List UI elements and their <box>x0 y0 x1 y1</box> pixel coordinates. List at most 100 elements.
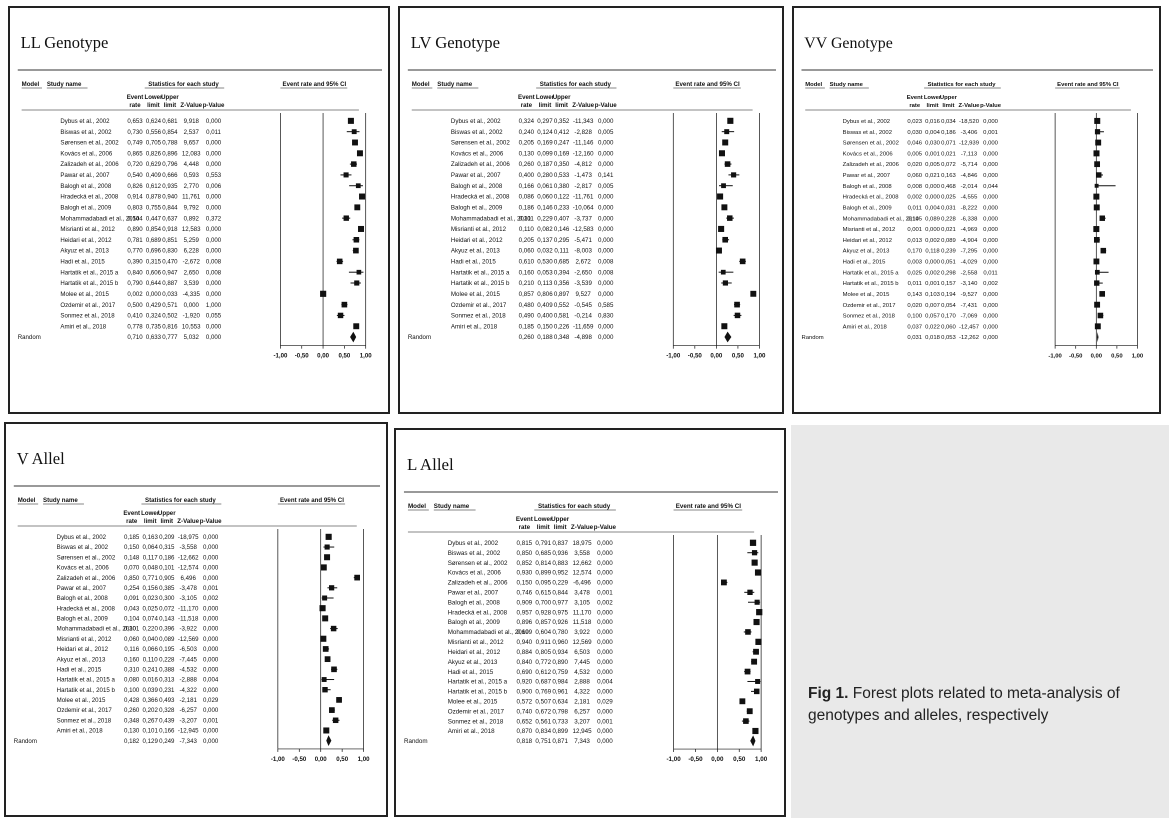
study-value-cell: 0,896 <box>517 619 533 626</box>
point-estimate-3 <box>324 554 331 561</box>
study-value-cell: 11,170 <box>573 609 592 616</box>
study-name-1: Dybus et al., 2002 <box>843 119 890 125</box>
study-value-cell: 0,086 <box>519 194 535 201</box>
study-value-cell: 0,324 <box>146 313 162 320</box>
study-value-cell: 0,553 <box>206 172 222 179</box>
pooled-value-cell: 0,249 <box>159 738 175 745</box>
study-value-cell: 0,016 <box>143 677 159 684</box>
point-estimate-16 <box>722 280 729 286</box>
x-tick-label: -0,50 <box>292 756 307 763</box>
study-value-cell: 0,634 <box>552 698 568 705</box>
point-estimate-6 <box>731 172 737 178</box>
study-value-cell: 0,470 <box>162 259 178 266</box>
study-value-cell: 0,571 <box>162 302 178 309</box>
study-value-cell: -11,343 <box>573 118 594 125</box>
point-estimate-4 <box>1093 150 1100 157</box>
study-value-cell: -2,672 <box>183 259 201 266</box>
header-upper-limit-line-1: Upper <box>940 95 958 101</box>
study-value-cell: -2,817 <box>574 183 592 190</box>
study-value-cell: 0,000 <box>203 575 219 582</box>
study-value-cell: 0,604 <box>535 629 551 636</box>
study-value-cell: -3,539 <box>574 280 592 287</box>
study-value-cell: -5,471 <box>574 237 592 244</box>
point-estimate-12 <box>353 237 360 243</box>
study-value-cell: 0,429 <box>146 302 162 309</box>
header-event-rate-line-1: Event <box>907 95 923 101</box>
study-value-cell: 0,689 <box>146 237 162 244</box>
study-value-cell: 0,163 <box>941 173 956 179</box>
study-value-cell: 12,662 <box>572 560 592 567</box>
study-name-11: Misrianti et al., 2012 <box>60 226 115 233</box>
study-value-cell: 0,000 <box>598 215 614 222</box>
point-estimate-12 <box>753 648 759 655</box>
point-estimate-10 <box>330 625 337 632</box>
study-value-cell: 0,313 <box>159 677 175 684</box>
study-value-cell: -3,478 <box>180 585 198 592</box>
header-study-name: Study name <box>47 81 82 88</box>
study-value-cell: 0,652 <box>517 718 533 725</box>
study-name-11: Misrianti et al., 2012 <box>843 227 896 233</box>
study-value-cell: 0,228 <box>941 216 956 222</box>
study-value-cell: 0,350 <box>554 161 570 168</box>
study-value-cell: 0,070 <box>124 565 140 572</box>
study-value-cell: 0,952 <box>552 570 568 577</box>
study-name-20: Amiri et al., 2018 <box>448 728 495 735</box>
study-value-cell: 0,480 <box>519 302 535 309</box>
study-value-cell: 0,000 <box>983 119 998 125</box>
study-value-cell: 0,000 <box>597 619 613 626</box>
study-name-5: Zalizadeh et al., 2006 <box>843 162 900 168</box>
study-value-cell: 0,000 <box>206 161 222 168</box>
study-value-cell: 0,220 <box>143 626 159 633</box>
study-value-cell: 0,816 <box>162 323 178 330</box>
study-value-cell: 0,352 <box>554 118 570 125</box>
study-value-cell: 0,837 <box>552 540 568 547</box>
study-name-16: Hartatik et al., 2015 b <box>843 281 900 287</box>
point-estimate-14 <box>1093 258 1100 265</box>
study-value-cell: 0,004 <box>203 677 219 684</box>
study-value-cell: 0,008 <box>907 184 922 190</box>
study-value-cell: 0,000 <box>203 534 219 541</box>
x-tick-label: 1,00 <box>360 353 372 360</box>
point-estimate-20 <box>353 323 360 330</box>
study-value-cell: 0,918 <box>162 226 178 233</box>
pooled-diamond <box>326 735 332 747</box>
point-estimate-5 <box>1094 161 1101 168</box>
study-value-cell: 0,315 <box>146 259 162 266</box>
study-value-cell: 0,896 <box>162 150 178 157</box>
study-value-cell: 0,169 <box>554 150 570 157</box>
study-value-cell: 0,110 <box>519 226 535 233</box>
study-value-cell: 0,854 <box>162 129 178 136</box>
study-value-cell: 0,000 <box>983 249 998 255</box>
study-value-cell: 0,011 <box>908 281 922 287</box>
header-event-rate-ci: Event rate and 95% CI <box>676 503 742 510</box>
header-statistics: Statistics for each study <box>148 81 219 88</box>
study-value-cell: 0,118 <box>925 249 940 255</box>
study-value-cell: 0,700 <box>535 599 551 606</box>
header-p-value: p-Value <box>595 102 617 109</box>
study-value-cell: 0,928 <box>535 609 551 616</box>
header-upper-limit-line-2: limit <box>160 518 173 525</box>
study-value-cell: 0,000 <box>598 226 614 233</box>
study-value-cell: 0,025 <box>907 270 922 276</box>
header-study-name: Study name <box>434 503 470 510</box>
study-value-cell: 0,687 <box>535 679 551 686</box>
study-value-cell: 0,000 <box>983 303 998 309</box>
study-value-cell: 0,899 <box>535 570 551 577</box>
forest-plot-panel-l-allel: L Allel Model Study name Statistics for eac… <box>394 428 786 817</box>
study-value-cell: 0,156 <box>143 585 159 592</box>
study-value-cell: 0,186 <box>941 130 956 136</box>
x-tick-label: 0,00 <box>1091 354 1103 360</box>
study-value-cell: 0,020 <box>907 162 922 168</box>
study-name-16: Hartatik et al., 2015 b <box>448 689 508 696</box>
study-value-cell: 0,788 <box>162 140 178 147</box>
study-value-cell: 0,005 <box>598 183 614 190</box>
study-value-cell: -12,662 <box>178 554 199 561</box>
study-name-8: Hradecká et al., 2008 <box>843 195 900 201</box>
study-value-cell: 0,000 <box>203 656 219 663</box>
study-value-cell: 3,207 <box>574 718 590 725</box>
study-value-cell: 0,615 <box>535 590 551 597</box>
study-name-17: Molee et al., 2015 <box>60 291 109 298</box>
study-value-cell: -6,338 <box>961 216 978 222</box>
study-value-cell: 0,840 <box>127 269 143 276</box>
study-value-cell: 0,637 <box>162 215 178 222</box>
